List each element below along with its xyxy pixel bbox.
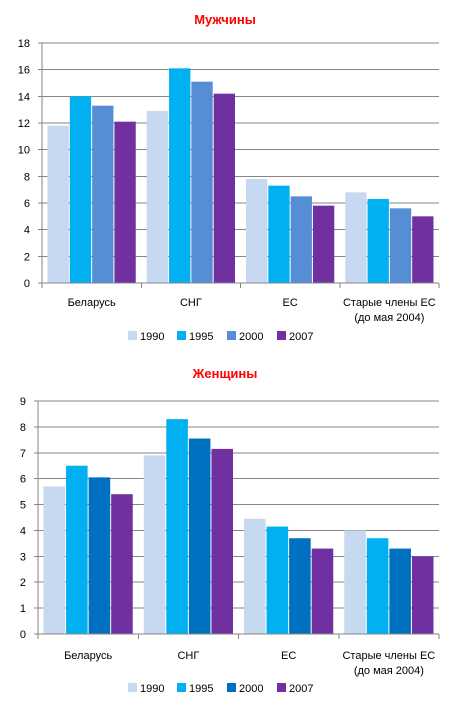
y-tick-label: 18 bbox=[18, 38, 30, 50]
legend-swatch bbox=[277, 331, 286, 340]
x-category-label: Беларусь bbox=[68, 297, 116, 309]
legend-swatch bbox=[177, 331, 186, 340]
y-tick-label: 10 bbox=[18, 145, 30, 157]
y-tick-label: 4 bbox=[24, 225, 30, 237]
bar-2000-4 bbox=[389, 548, 411, 634]
x-category-label: ЕС bbox=[282, 297, 297, 309]
bar-1990-2 bbox=[143, 455, 166, 634]
legend-item: 2007 bbox=[277, 683, 313, 695]
y-tick-label: 5 bbox=[20, 500, 26, 512]
y-tick-label: 14 bbox=[18, 91, 30, 103]
legend-label: 1995 bbox=[189, 331, 213, 343]
bar-1990-2 bbox=[146, 111, 169, 283]
legend-item: 1995 bbox=[177, 331, 213, 343]
bar-2007-2 bbox=[211, 448, 233, 634]
chart-2: Женщины 0 1 2 3 4 5 6 7 8 9 Беларусь СНГ ЕС Старые чле… bbox=[20, 366, 440, 695]
x-category-label: СНГ bbox=[180, 297, 202, 309]
bar-2007-1 bbox=[114, 121, 136, 284]
y-tick-label: 2 bbox=[24, 251, 30, 263]
chart-title: Мужчины bbox=[194, 12, 256, 27]
bar-1995-3 bbox=[268, 185, 290, 283]
y-tick-label: 2 bbox=[20, 577, 26, 589]
bar-2000-1 bbox=[88, 477, 111, 634]
y-tick-label: 0 bbox=[24, 278, 30, 290]
bar-2007-4 bbox=[411, 556, 434, 634]
y-tick-label: 6 bbox=[20, 474, 26, 486]
y-tick-label: 4 bbox=[20, 525, 26, 537]
bar-1995-4 bbox=[367, 199, 389, 283]
bar-1990-4 bbox=[345, 192, 367, 283]
bar-2000-2 bbox=[188, 438, 211, 634]
bar-1990-1 bbox=[47, 125, 69, 284]
legend-item: 1995 bbox=[177, 683, 213, 695]
legend-item: 2000 bbox=[227, 331, 263, 343]
legend-label: 1990 bbox=[140, 683, 164, 695]
legend-label: 2000 bbox=[239, 683, 263, 695]
y-tick-label: 7 bbox=[20, 448, 26, 460]
legend-label: 2007 bbox=[289, 683, 313, 695]
bar-2000-3 bbox=[290, 196, 312, 283]
y-tick-label: 8 bbox=[20, 422, 26, 434]
y-tick-label: 1 bbox=[20, 603, 26, 615]
legend-swatch bbox=[227, 331, 236, 340]
bar-2000-2 bbox=[191, 81, 213, 284]
bar-2000-4 bbox=[389, 208, 412, 283]
legend-swatch bbox=[227, 683, 236, 692]
legend-item: 1990 bbox=[128, 683, 164, 695]
legend-swatch bbox=[177, 683, 186, 692]
y-tick-label: 6 bbox=[24, 198, 30, 210]
legend-swatch bbox=[277, 683, 286, 692]
legend-swatch bbox=[128, 683, 137, 692]
legend-label: 1995 bbox=[189, 683, 213, 695]
y-tick-label: 3 bbox=[20, 551, 26, 563]
legend-item: 2007 bbox=[277, 331, 313, 343]
legend-item: 1990 bbox=[128, 331, 164, 343]
bar-1995-2 bbox=[169, 68, 191, 283]
bar-2000-1 bbox=[92, 105, 114, 284]
bar-2007-3 bbox=[312, 205, 335, 283]
bar-2007-4 bbox=[412, 216, 434, 283]
legend-label: 2007 bbox=[289, 331, 313, 343]
bar-1990-4 bbox=[344, 530, 366, 634]
x-category-label: ЕС bbox=[281, 650, 296, 662]
y-tick-label: 0 bbox=[20, 629, 26, 641]
bar-1990-3 bbox=[244, 518, 266, 634]
bar-2007-1 bbox=[111, 494, 133, 634]
x-category-label: Старые члены ЕС (до мая 2004) bbox=[342, 650, 435, 677]
bar-2000-3 bbox=[289, 538, 311, 634]
y-tick-label: 8 bbox=[24, 171, 30, 183]
bar-1990-1 bbox=[43, 486, 66, 634]
x-category-label: Беларусь bbox=[64, 650, 112, 662]
bar-1995-2 bbox=[166, 419, 188, 634]
legend-item: 2000 bbox=[227, 683, 263, 695]
bar-1995-1 bbox=[69, 96, 92, 283]
y-tick-label: 9 bbox=[20, 396, 26, 408]
y-tick-label: 12 bbox=[18, 118, 30, 130]
chart-1: Мужчины 0 2 4 6 8 10 12 14 16 18 Беларусь СНГ ЕС Стары… bbox=[18, 12, 440, 343]
legend-swatch bbox=[128, 331, 137, 340]
y-tick-label: 16 bbox=[18, 65, 30, 77]
chart-title: Женщины bbox=[192, 366, 258, 381]
legend-label: 2000 bbox=[239, 331, 263, 343]
bar-1995-1 bbox=[66, 465, 88, 634]
x-category-label: Старые члены ЕС (до мая 2004) bbox=[343, 297, 436, 324]
legend-label: 1990 bbox=[140, 331, 164, 343]
bar-2007-2 bbox=[213, 93, 235, 284]
bar-1990-3 bbox=[246, 179, 268, 283]
bar-2007-3 bbox=[311, 548, 334, 634]
bar-1995-3 bbox=[266, 526, 289, 634]
x-category-label: СНГ bbox=[177, 650, 199, 662]
bar-1995-4 bbox=[366, 538, 389, 634]
